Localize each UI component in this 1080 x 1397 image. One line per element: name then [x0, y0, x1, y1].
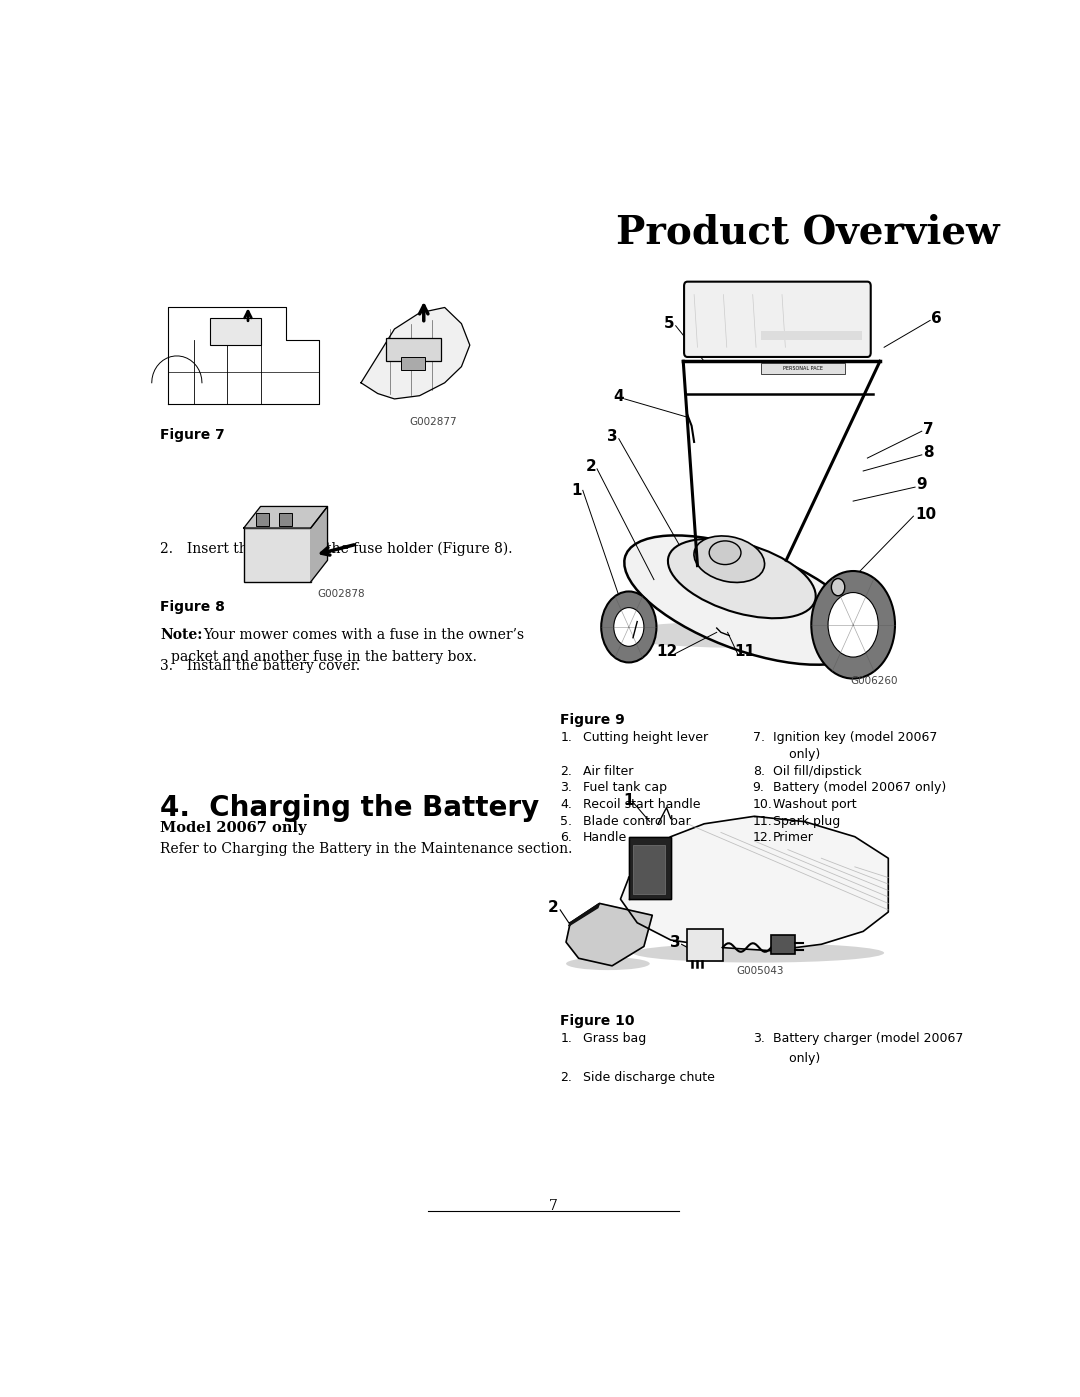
Text: G002877: G002877: [409, 418, 457, 427]
Text: 2.: 2.: [561, 1071, 572, 1084]
Bar: [256, 513, 269, 525]
Text: Oil fill/dipstick: Oil fill/dipstick: [773, 764, 862, 778]
Ellipse shape: [667, 539, 815, 619]
Text: 11: 11: [733, 644, 755, 659]
Ellipse shape: [566, 957, 650, 970]
Text: 11.: 11.: [753, 814, 772, 827]
Text: Handle: Handle: [583, 831, 627, 844]
Circle shape: [828, 592, 878, 657]
Text: 8.: 8.: [753, 764, 765, 778]
Text: 7.: 7.: [753, 731, 765, 745]
Text: 4: 4: [613, 390, 624, 404]
Bar: [401, 358, 424, 370]
Text: Note:: Note:: [160, 629, 202, 643]
Ellipse shape: [694, 536, 765, 583]
Text: 10.: 10.: [753, 798, 772, 812]
Text: Grass bag: Grass bag: [583, 1032, 646, 1045]
Text: G002878: G002878: [318, 590, 365, 599]
Text: Figure 8: Figure 8: [160, 601, 225, 615]
Text: 5: 5: [664, 316, 674, 331]
Text: G005043: G005043: [735, 965, 783, 975]
Text: only): only): [773, 747, 820, 761]
Text: 2.: 2.: [561, 764, 572, 778]
Text: Figure 9: Figure 9: [561, 712, 625, 726]
Text: 10: 10: [916, 507, 936, 521]
Polygon shape: [620, 816, 889, 951]
Text: Your mower comes with a fuse in the owner’s: Your mower comes with a fuse in the owne…: [204, 629, 525, 643]
Bar: [688, 929, 723, 961]
Text: 1: 1: [623, 792, 634, 807]
Text: 7: 7: [923, 422, 934, 436]
Bar: [387, 338, 441, 362]
Text: 7: 7: [549, 1199, 558, 1213]
Text: Refer to Charging the Battery in the Maintenance section.: Refer to Charging the Battery in the Mai…: [160, 842, 572, 856]
Text: Air filter: Air filter: [583, 764, 633, 778]
Text: 9.: 9.: [753, 781, 765, 795]
Bar: [211, 319, 260, 345]
Text: 9: 9: [917, 478, 927, 493]
Text: Ignition key (model 20067: Ignition key (model 20067: [773, 731, 937, 745]
Text: 3: 3: [607, 429, 618, 444]
Text: 3: 3: [670, 935, 680, 950]
Circle shape: [811, 571, 895, 679]
Text: Battery charger (model 20067: Battery charger (model 20067: [773, 1032, 963, 1045]
Text: only): only): [773, 1052, 820, 1065]
Bar: [633, 845, 665, 894]
Polygon shape: [244, 507, 327, 528]
Text: Cutting height lever: Cutting height lever: [583, 731, 707, 745]
Text: Spark plug: Spark plug: [773, 814, 840, 827]
Text: 1.: 1.: [561, 1032, 572, 1045]
Ellipse shape: [612, 622, 889, 648]
Text: 2: 2: [549, 900, 558, 915]
Text: packet and another fuse in the battery box.: packet and another fuse in the battery b…: [171, 650, 477, 664]
Text: Washout port: Washout port: [773, 798, 856, 812]
Ellipse shape: [633, 943, 885, 963]
Bar: [279, 513, 292, 525]
Ellipse shape: [624, 535, 867, 665]
Text: 5.: 5.: [561, 814, 572, 827]
Bar: [761, 331, 862, 339]
Text: 3.: 3.: [753, 1032, 765, 1045]
Polygon shape: [568, 904, 599, 926]
Text: 3.: 3.: [561, 781, 572, 795]
Text: Figure 10: Figure 10: [561, 1014, 635, 1028]
Text: 3. Install the battery cover.: 3. Install the battery cover.: [160, 659, 361, 673]
Text: Figure 7: Figure 7: [160, 427, 225, 441]
Text: 6: 6: [931, 310, 942, 326]
Text: 4.: 4.: [561, 798, 572, 812]
Text: G006260: G006260: [851, 676, 899, 686]
Text: 12: 12: [656, 644, 677, 659]
Text: Battery (model 20067 only): Battery (model 20067 only): [773, 781, 946, 795]
Text: 2: 2: [585, 460, 596, 474]
Text: PERSONAL PACE: PERSONAL PACE: [783, 366, 823, 372]
Text: 1: 1: [571, 483, 582, 497]
Ellipse shape: [710, 541, 741, 564]
Polygon shape: [629, 837, 671, 900]
Polygon shape: [361, 307, 470, 400]
Text: Primer: Primer: [773, 831, 813, 844]
Text: Blade control bar: Blade control bar: [583, 814, 690, 827]
Text: Recoil start handle: Recoil start handle: [583, 798, 700, 812]
Text: 1.: 1.: [561, 731, 572, 745]
Text: Fuel tank cap: Fuel tank cap: [583, 781, 666, 795]
Bar: [244, 528, 311, 581]
Text: 6.: 6.: [561, 831, 572, 844]
Circle shape: [832, 578, 845, 595]
Text: 12.: 12.: [753, 831, 772, 844]
Text: 4.  Charging the Battery: 4. Charging the Battery: [160, 793, 539, 821]
Bar: [771, 935, 795, 954]
Polygon shape: [311, 507, 327, 581]
FancyBboxPatch shape: [684, 282, 870, 358]
Text: Model 20067 only: Model 20067 only: [160, 820, 307, 834]
Text: 2. Insert the fuse into the fuse holder (Figure 8).: 2. Insert the fuse into the fuse holder …: [160, 542, 513, 556]
Bar: [761, 363, 845, 374]
Text: Product Overview: Product Overview: [617, 214, 1000, 251]
Text: 8: 8: [923, 446, 934, 460]
Circle shape: [613, 608, 644, 647]
Text: Side discharge chute: Side discharge chute: [583, 1071, 715, 1084]
Circle shape: [602, 591, 657, 662]
Polygon shape: [566, 904, 652, 965]
